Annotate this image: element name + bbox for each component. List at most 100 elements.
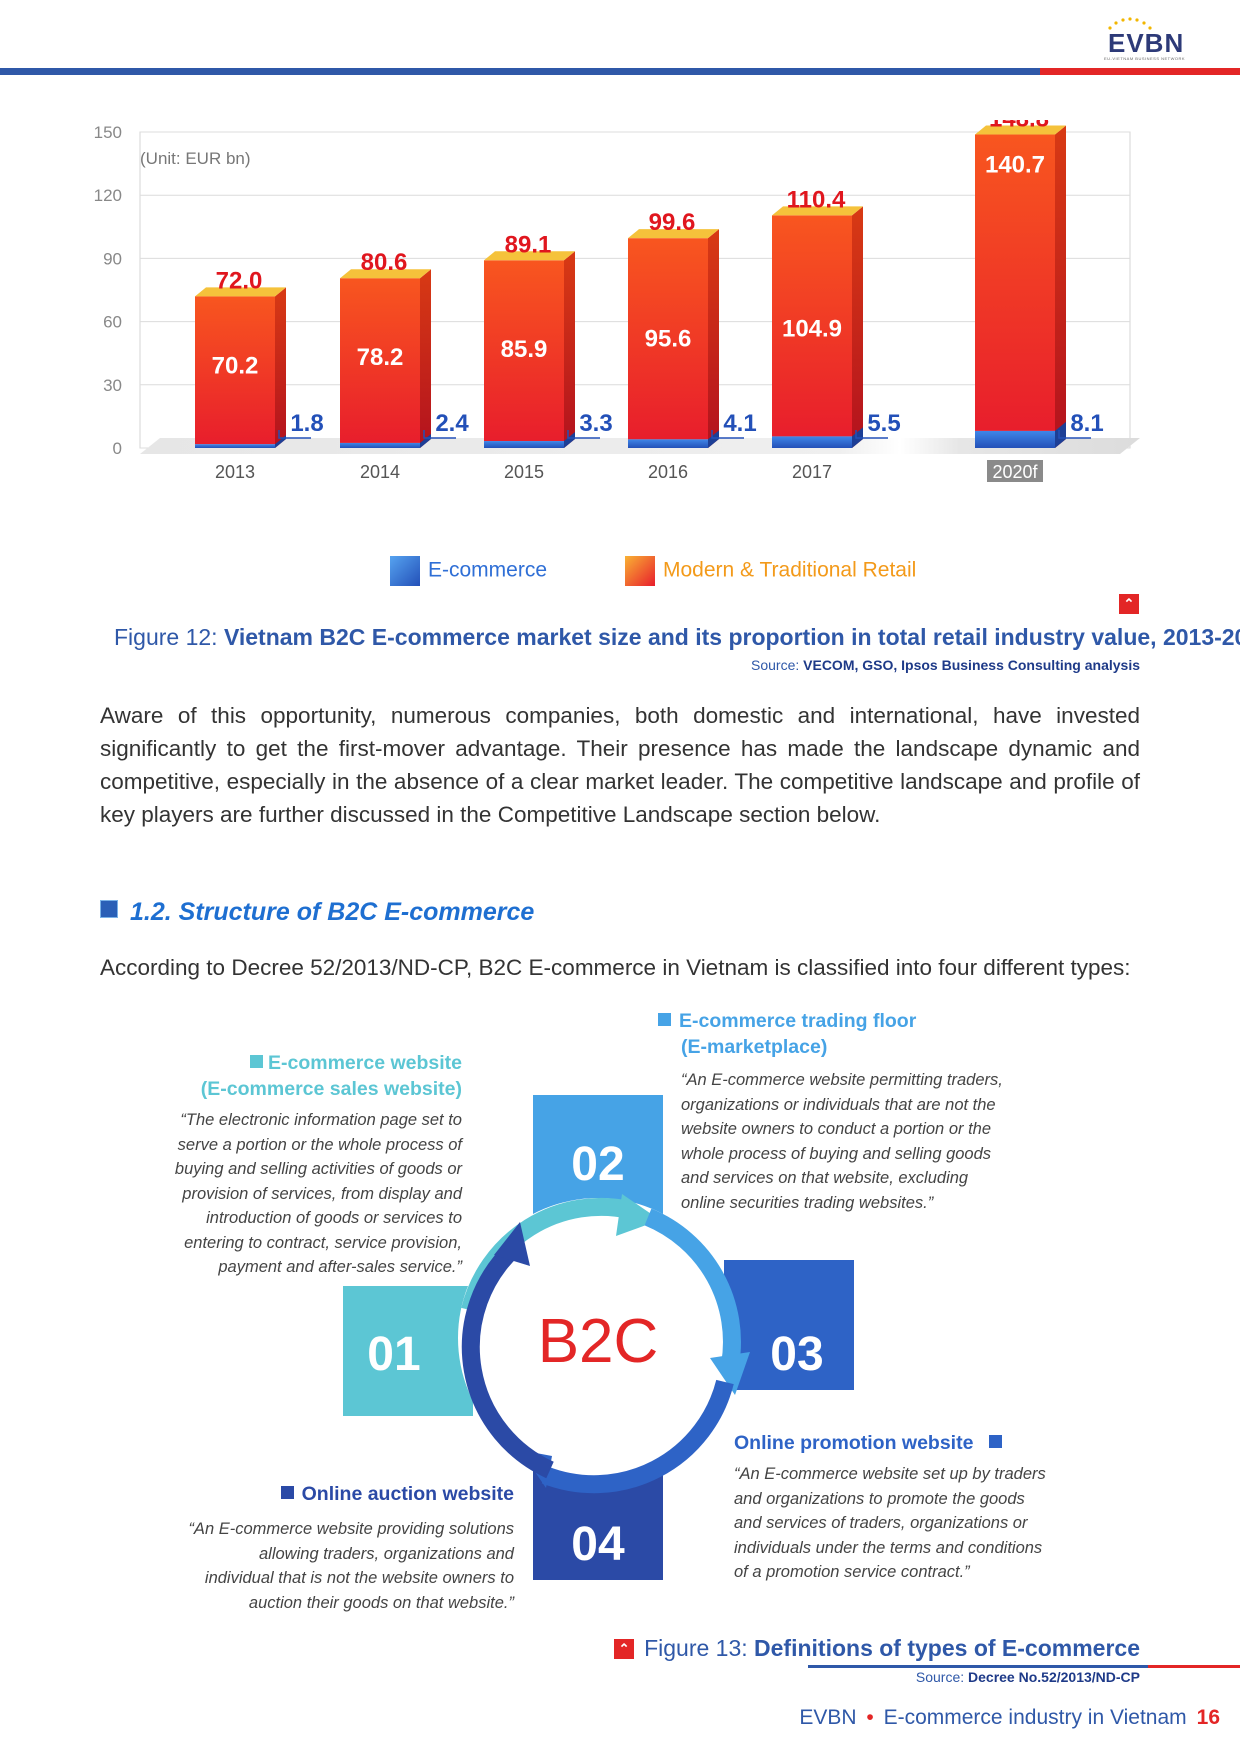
stars-icon	[1108, 17, 1152, 30]
chart-unit-label: (Unit: EUR bn)	[140, 149, 251, 168]
header-rule-blue	[0, 68, 1040, 75]
ecommerce-leader	[1058, 430, 1091, 439]
retail-value-label: 78.2	[357, 344, 404, 371]
bar-chart: 0 30 60 90 120 150 72.0 70.2 1.8 2013 80.6 78.2 2.4…	[94, 120, 1140, 482]
ecommerce-leader	[711, 430, 744, 439]
y-tick-label: 90	[103, 249, 122, 268]
section-heading-text: 1.2. Structure of B2C E-commerce	[130, 898, 535, 926]
bar-retail	[772, 215, 852, 437]
chevron-up-icon: ⌃	[1119, 594, 1139, 614]
bar-side	[564, 251, 575, 448]
legend-swatch-ecommerce	[390, 556, 420, 586]
x-tick-label: 2015	[504, 462, 544, 482]
evbn-logo: EVBN EU-VIETNAM BUSINESS NETWORK	[1100, 17, 1200, 62]
ecommerce-leader	[423, 430, 456, 439]
source-text: VECOM, GSO, Ipsos Business Consulting an…	[803, 657, 1140, 673]
retail-value-label: 95.6	[645, 325, 692, 352]
definition-03: Online promotion website “An E-commerce …	[734, 1430, 1114, 1585]
bar-side	[708, 229, 719, 448]
ecommerce-leader	[567, 430, 600, 439]
number-04: 04	[571, 1518, 625, 1571]
definition-02-body: “An E-commerce website permitting trader…	[681, 1071, 1003, 1212]
y-tick-label: 0	[113, 439, 122, 458]
bar-top	[628, 229, 719, 239]
figure13-source: Source: Decree No.52/2013/ND-CP	[916, 1669, 1140, 1685]
y-tick-label: 60	[103, 313, 122, 332]
definition-04-body: “An E-commerce website providing solutio…	[188, 1520, 514, 1612]
b2c-diagram: 02 01 03 04 B2C	[343, 1095, 854, 1580]
definition-02-title: E-commerce trading floor (E-marketplace)	[658, 1008, 1038, 1060]
x-tick-label: 2017	[792, 462, 832, 482]
total-label: 72.0	[216, 267, 263, 294]
bar-ecommerce	[628, 439, 708, 448]
definition-04-title: Online auction website	[160, 1481, 514, 1507]
total-label: 110.4	[787, 186, 846, 213]
chevron-up-icon: ⌃	[614, 1639, 635, 1659]
number-03: 03	[770, 1328, 823, 1381]
definition-03-body: “An E-commerce website set up by traders…	[734, 1465, 1046, 1581]
figure13-title: Definitions of types of E-commerce	[754, 1635, 1140, 1661]
bar-ecommerce	[975, 430, 1055, 448]
figure13-caption: ⌃ Figure 13: Definitions of types of E-co…	[614, 1635, 1140, 1662]
bar-ecommerce-side	[708, 430, 719, 448]
total-label: 89.1	[505, 231, 552, 258]
footer-bullet: •	[866, 1706, 874, 1729]
bar-top	[195, 287, 286, 297]
footer-org: EVBN	[799, 1706, 857, 1729]
footer-rule-blue	[808, 1665, 1148, 1668]
bar-side	[275, 287, 286, 448]
bar-retail	[340, 278, 420, 443]
forecast-label-bg	[987, 460, 1043, 482]
retail-value-label: 70.2	[212, 353, 259, 380]
b2c-center-label: B2C	[538, 1307, 659, 1376]
section-heading: 1.2. Structure of B2C E-commerce	[100, 898, 534, 927]
page-footer: EVBN • E-commerce industry in Vietnam 16	[799, 1706, 1220, 1730]
ecommerce-value-label: 2.4	[435, 410, 469, 437]
ecommerce-value-label: 4.1	[723, 410, 756, 437]
bar-retail	[975, 134, 1055, 431]
definition-02: E-commerce trading floor (E-marketplace)…	[658, 1008, 1038, 1215]
footer-title: E-commerce industry in Vietnam	[883, 1706, 1187, 1729]
figure13-prefix: Figure 13:	[644, 1635, 755, 1661]
y-tick-label: 150	[94, 123, 122, 142]
logo-text: EVBN	[1108, 28, 1185, 58]
section-square-icon	[100, 900, 118, 918]
x-tick-label: 2016	[648, 462, 688, 482]
retail-value-label: 104.9	[782, 315, 842, 342]
figure12-caption: Figure 12: Vietnam B2C E-commerce market…	[114, 624, 1240, 651]
bar-retail	[195, 296, 275, 445]
definition-04: Online auction website “An E-commerce we…	[160, 1481, 514, 1615]
footer-rule-red	[1148, 1665, 1240, 1668]
bar-ecommerce	[772, 436, 852, 448]
figure12-prefix: Figure 12:	[114, 624, 224, 650]
teal-square-icon	[249, 1055, 263, 1068]
total-label: 99.6	[649, 209, 696, 236]
bar-ecommerce	[195, 444, 275, 448]
blue-square-icon	[658, 1013, 671, 1026]
bar-top	[340, 269, 431, 279]
bar-side	[1055, 125, 1066, 448]
y-tick-label: 30	[103, 376, 122, 395]
legend-label-ecommerce: E-commerce	[428, 558, 548, 582]
bar-top	[484, 251, 575, 261]
ecommerce-value-label: 3.3	[579, 410, 612, 437]
intro-text: According to Decree 52/2013/ND-CP, B2C E…	[100, 955, 1131, 980]
y-tick-label: 120	[94, 186, 122, 205]
bar-side	[852, 206, 863, 448]
bar-retail	[628, 238, 708, 440]
bar-retail	[484, 260, 564, 442]
bar-ecommerce-side	[1055, 421, 1066, 448]
definition-01-title: E-commerce website (E-commerce sales web…	[200, 1052, 462, 1100]
bar-ecommerce	[340, 442, 420, 448]
figure12-source: Source: VECOM, GSO, Ipsos Business Consu…	[751, 657, 1140, 673]
figure12-title: Vietnam B2C E-commerce market size and i…	[223, 624, 1240, 650]
x-tick-label: 2013	[215, 462, 255, 482]
bar-side	[420, 269, 431, 448]
ecommerce-value-label: 8.1	[1070, 410, 1103, 437]
x-tick-label: 2014	[360, 462, 400, 482]
header-rule-red	[1040, 68, 1240, 75]
retail-value-label: 140.7	[985, 151, 1045, 178]
x-tick-label: 2020f	[992, 462, 1038, 482]
total-label: 80.6	[361, 249, 408, 276]
total-label: 148.8	[989, 120, 1049, 133]
